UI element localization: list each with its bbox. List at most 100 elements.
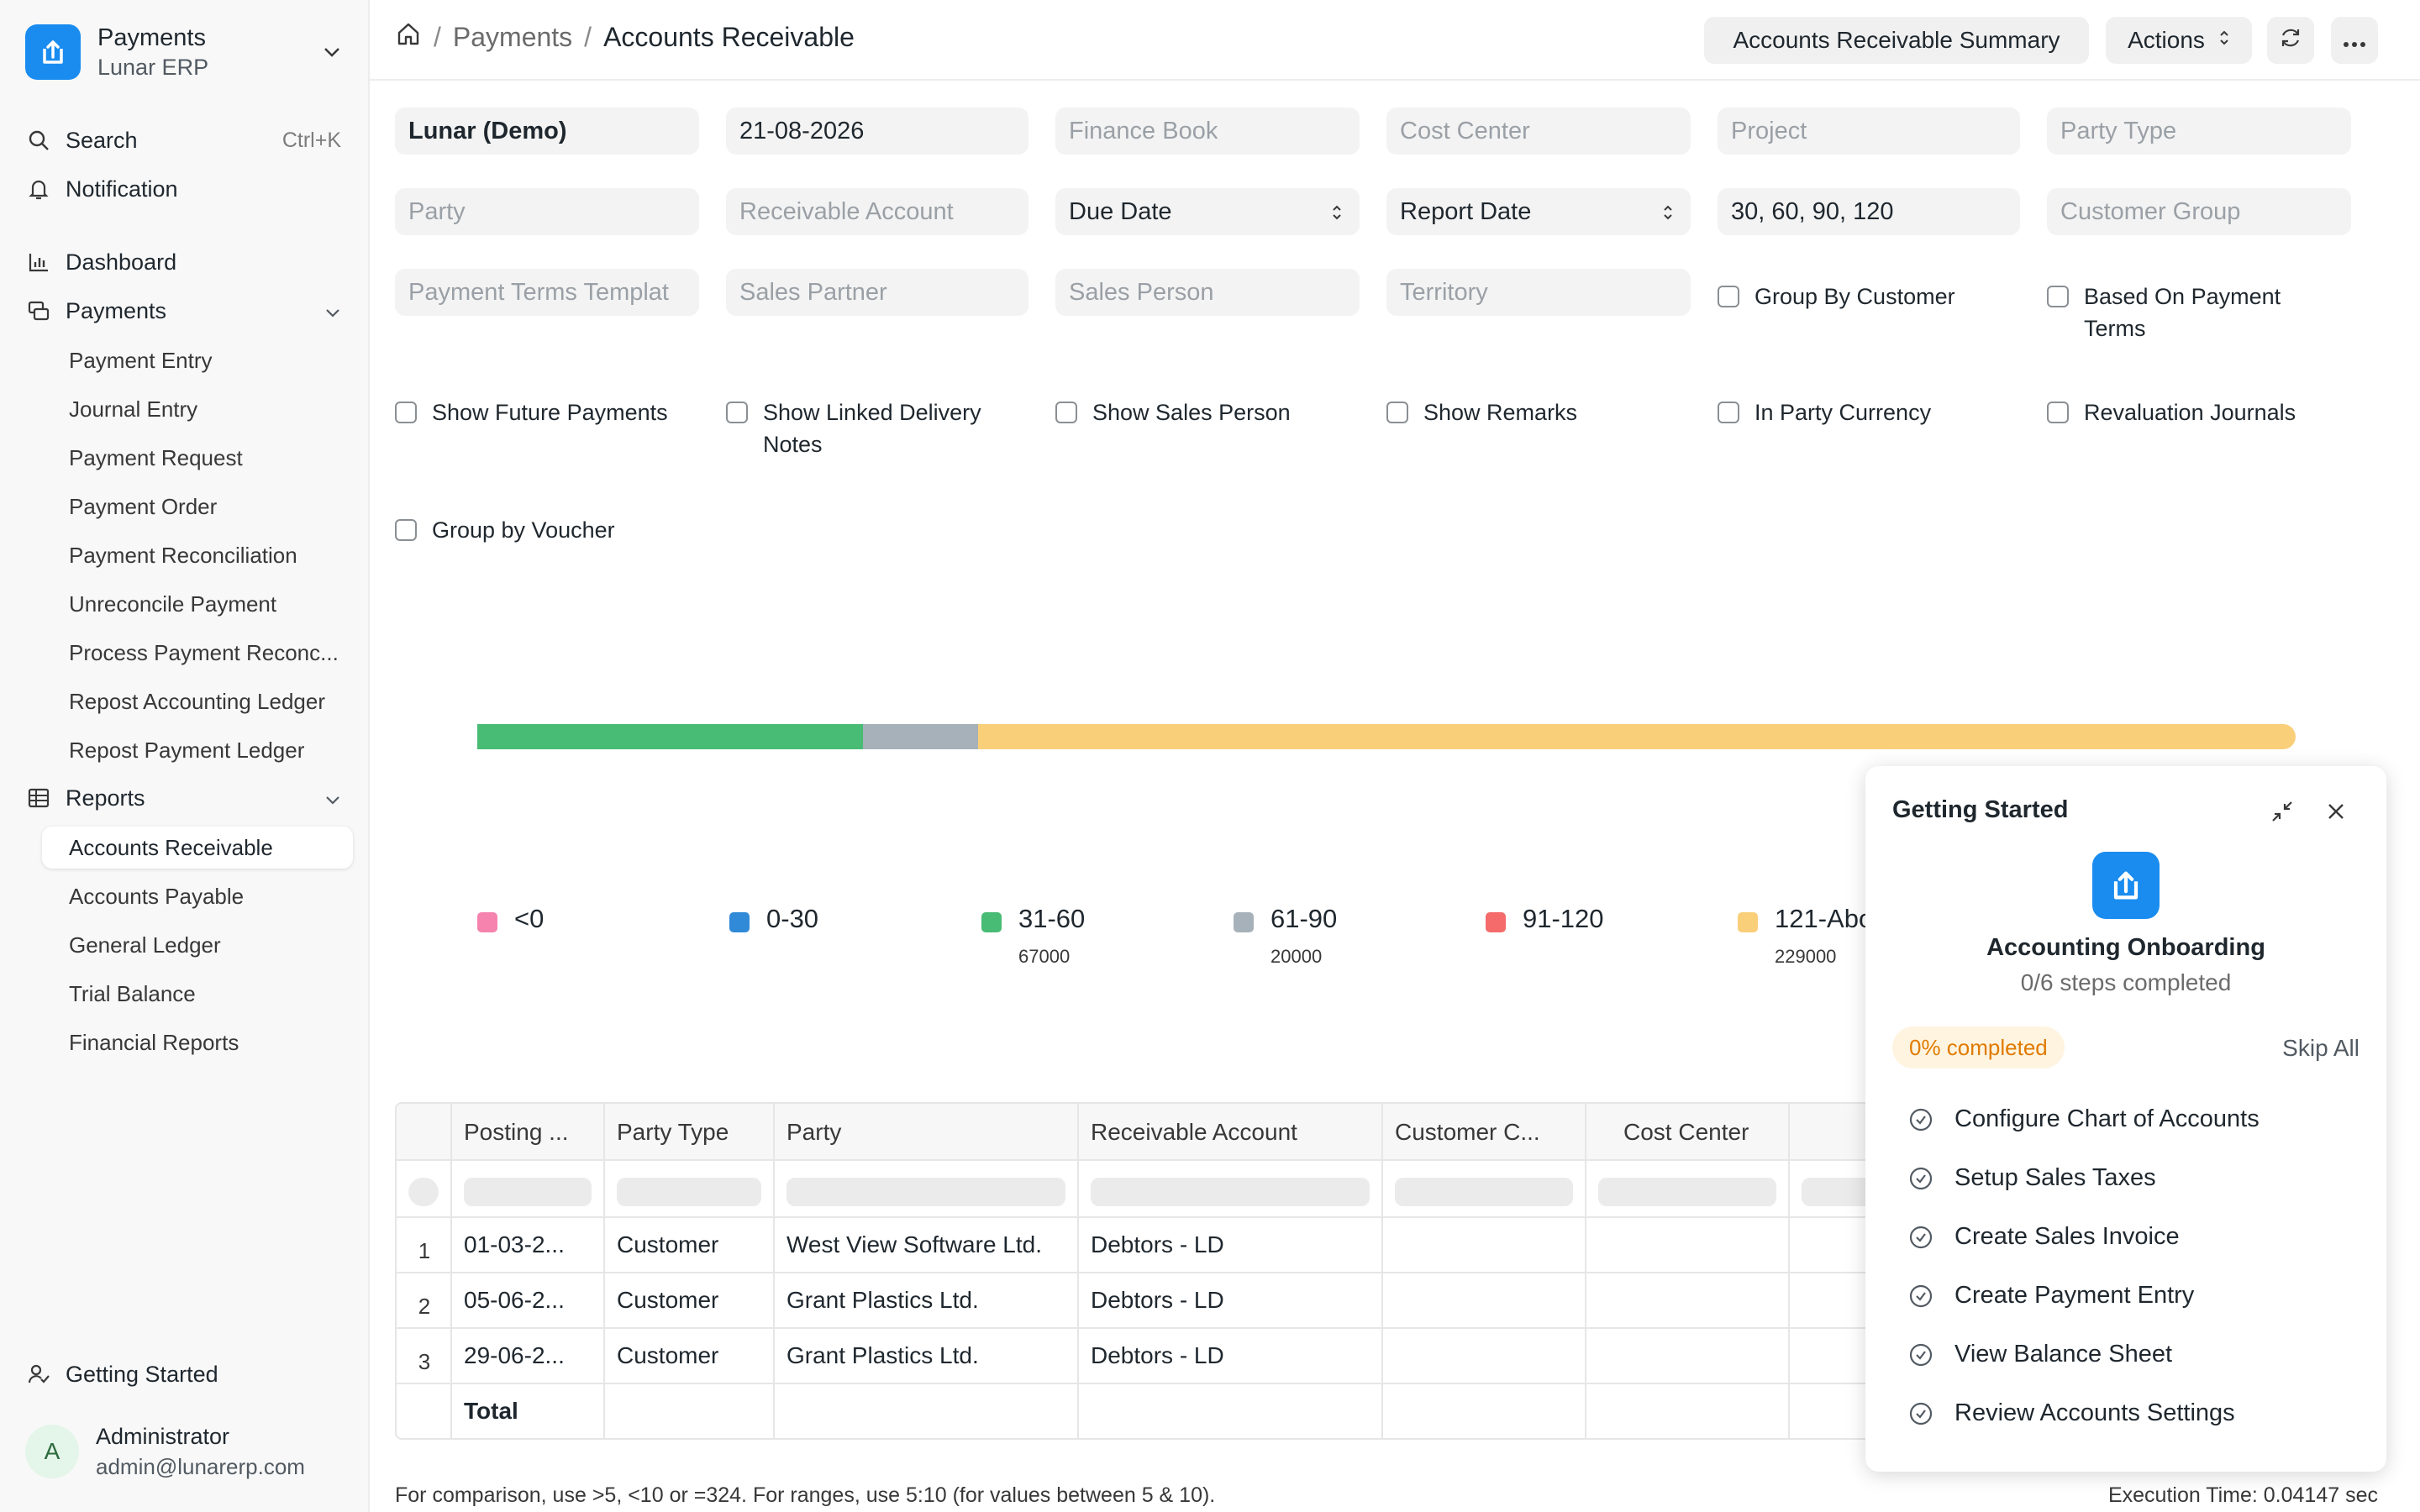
revaluation-journals-checkbox[interactable]: Revaluation Journals xyxy=(2047,396,2296,428)
show-sales-person-checkbox[interactable]: Show Sales Person xyxy=(1055,396,1291,428)
ageing-bar-segment-31-60[interactable] xyxy=(477,724,863,749)
column-header-cost-center[interactable]: Cost Center xyxy=(1623,1119,1749,1145)
show-remarks-checkbox[interactable]: Show Remarks xyxy=(1386,396,1577,428)
accounts-receivable-summary-button[interactable]: Accounts Receivable Summary xyxy=(1704,17,2089,64)
project-filter[interactable]: Project xyxy=(1718,108,2020,155)
column-filter-customer-contact[interactable] xyxy=(1395,1178,1573,1206)
sidebar-item-dashboard[interactable]: Dashboard xyxy=(25,242,353,282)
show-future-payments-checkbox[interactable]: Show Future Payments xyxy=(395,396,668,428)
column-filter-posting-date[interactable] xyxy=(464,1178,592,1206)
report-date-filter[interactable]: 21-08-2026 xyxy=(726,108,1028,155)
checkbox-box[interactable] xyxy=(2047,402,2069,423)
column-header-posting-date[interactable]: Posting ... xyxy=(464,1119,569,1145)
column-header-party[interactable]: Party xyxy=(786,1119,842,1145)
cell-posting-date[interactable]: 05-06-2... xyxy=(464,1287,565,1313)
payment-terms-template-filter[interactable]: Payment Terms Templat xyxy=(395,269,699,316)
skip-all-button[interactable]: Skip All xyxy=(2282,1035,2360,1061)
checkbox-box[interactable] xyxy=(1055,402,1077,423)
cost-center-filter[interactable]: Cost Center xyxy=(1386,108,1691,155)
party-type-filter[interactable]: Party Type xyxy=(2047,108,2351,155)
receivable-account-filter[interactable]: Receivable Account xyxy=(726,188,1028,235)
cell-receivable-account[interactable]: Debtors - LD xyxy=(1091,1342,1224,1368)
user-menu[interactable]: A Administrator admin@lunarerp.com xyxy=(25,1421,305,1482)
table-row[interactable]: 1 01-03-2... Customer West View Software… xyxy=(397,1218,1872,1273)
cell-party-type[interactable]: Customer xyxy=(617,1231,719,1257)
onboarding-step[interactable]: Configure Chart of Accounts xyxy=(1907,1105,2260,1133)
sidebar-notification[interactable]: Notification xyxy=(25,169,353,209)
cell-party[interactable]: West View Software Ltd. xyxy=(786,1231,1042,1257)
checkbox-box[interactable] xyxy=(1718,286,1739,307)
column-header-receivable-account[interactable]: Receivable Account xyxy=(1091,1119,1297,1145)
group-by-customer-checkbox[interactable]: Group By Customer xyxy=(1718,281,1955,312)
sidebar-item-repost-accounting-ledger[interactable]: Repost Accounting Ledger xyxy=(69,688,325,714)
cell-receivable-account[interactable]: Debtors - LD xyxy=(1091,1231,1224,1257)
finance-book-filter[interactable]: Finance Book xyxy=(1055,108,1360,155)
checkbox-box[interactable] xyxy=(1386,402,1408,423)
cell-party-type[interactable]: Customer xyxy=(617,1342,719,1368)
territory-filter[interactable]: Territory xyxy=(1386,269,1691,316)
sidebar-item-payment-reconciliation[interactable]: Payment Reconciliation xyxy=(69,542,297,568)
sidebar-search[interactable]: Search Ctrl+K xyxy=(25,120,353,160)
ageing-bar-segment-121-Abo[interactable] xyxy=(977,724,2296,749)
in-party-currency-checkbox[interactable]: In Party Currency xyxy=(1718,396,1931,428)
sidebar-item-process-payment-reconciliation[interactable]: Process Payment Reconc... xyxy=(69,639,339,665)
cell-party-type[interactable]: Customer xyxy=(617,1287,719,1313)
group-by-voucher-checkbox[interactable]: Group by Voucher xyxy=(395,514,615,546)
sales-person-filter[interactable]: Sales Person xyxy=(1055,269,1360,316)
column-filter-cost-center[interactable] xyxy=(1598,1178,1776,1206)
column-header-party-type[interactable]: Party Type xyxy=(617,1119,729,1145)
sidebar-item-reports[interactable]: Reports xyxy=(25,778,353,818)
sidebar-item-trial-balance[interactable]: Trial Balance xyxy=(69,980,196,1006)
sidebar-item-payment-request[interactable]: Payment Request xyxy=(69,444,243,470)
refresh-button[interactable] xyxy=(2267,17,2314,64)
onboarding-step[interactable]: View Balance Sheet xyxy=(1907,1341,2172,1368)
checkbox-box[interactable] xyxy=(726,402,748,423)
sidebar-item-journal-entry[interactable]: Journal Entry xyxy=(69,396,198,422)
sidebar-item-financial-reports[interactable]: Financial Reports xyxy=(69,1029,239,1055)
column-filter-party-type[interactable] xyxy=(617,1178,761,1206)
app-switcher[interactable]: Payments Lunar ERP xyxy=(25,22,345,82)
cell-posting-date[interactable]: 01-03-2... xyxy=(464,1231,565,1257)
sidebar-item-payment-order[interactable]: Payment Order xyxy=(69,493,218,519)
cell-party[interactable]: Grant Plastics Ltd. xyxy=(786,1342,979,1368)
cell-posting-date[interactable]: 29-06-2... xyxy=(464,1342,565,1368)
ageing-based-on-select[interactable]: Due Date xyxy=(1055,188,1360,235)
sidebar-item-unreconcile-payment[interactable]: Unreconcile Payment xyxy=(69,591,277,617)
company-filter[interactable]: Lunar (Demo) xyxy=(395,108,699,155)
customer-group-filter[interactable]: Customer Group xyxy=(2047,188,2351,235)
sidebar-getting-started[interactable]: Getting Started xyxy=(25,1354,353,1394)
sidebar-item-payments[interactable]: Payments xyxy=(25,291,353,331)
column-filter-next[interactable] xyxy=(1802,1178,1872,1206)
close-icon[interactable] xyxy=(2321,796,2351,827)
actions-dropdown[interactable]: Actions xyxy=(2106,17,2252,64)
cell-receivable-account[interactable]: Debtors - LD xyxy=(1091,1287,1224,1313)
checkbox-box[interactable] xyxy=(395,402,417,423)
checkbox-box[interactable] xyxy=(395,519,417,541)
sidebar-item-payment-entry[interactable]: Payment Entry xyxy=(69,347,213,373)
sidebar-item-accounts-payable[interactable]: Accounts Payable xyxy=(69,883,245,909)
calculate-ageing-select[interactable]: Report Date xyxy=(1386,188,1691,235)
ageing-bar-segment-61-90[interactable] xyxy=(862,724,978,749)
home-icon[interactable] xyxy=(395,20,422,54)
sales-partner-filter[interactable]: Sales Partner xyxy=(726,269,1028,316)
onboarding-step[interactable]: Create Payment Entry xyxy=(1907,1282,2194,1310)
cell-party[interactable]: Grant Plastics Ltd. xyxy=(786,1287,979,1313)
column-filter-receivable-account[interactable] xyxy=(1091,1178,1370,1206)
checkbox-box[interactable] xyxy=(2047,286,2069,307)
onboarding-step[interactable]: Setup Sales Taxes xyxy=(1907,1164,2156,1192)
party-filter[interactable]: Party xyxy=(395,188,699,235)
onboarding-step[interactable]: Review Accounts Settings xyxy=(1907,1399,2235,1427)
column-header-customer-contact[interactable]: Customer C... xyxy=(1395,1119,1540,1145)
column-filter-party[interactable] xyxy=(786,1178,1065,1206)
row-select-all[interactable] xyxy=(408,1178,439,1206)
ageing-ranges-filter[interactable]: 30, 60, 90, 120 xyxy=(1718,188,2020,235)
sidebar-item-general-ledger[interactable]: General Ledger xyxy=(69,932,221,958)
more-options-button[interactable] xyxy=(2331,17,2378,64)
breadcrumb-payments[interactable]: Payments xyxy=(452,21,573,52)
sidebar-item-repost-payment-ledger[interactable]: Repost Payment Ledger xyxy=(69,737,305,763)
onboarding-step[interactable]: Create Sales Invoice xyxy=(1907,1223,2180,1251)
minimize-icon[interactable] xyxy=(2267,796,2297,827)
based-on-payment-terms-checkbox[interactable]: Based On Payment Terms xyxy=(2047,281,2281,344)
sidebar-item-accounts-receivable[interactable]: Accounts Receivable xyxy=(42,827,353,869)
show-linked-delivery-notes-checkbox[interactable]: Show Linked Delivery Notes xyxy=(726,396,981,460)
